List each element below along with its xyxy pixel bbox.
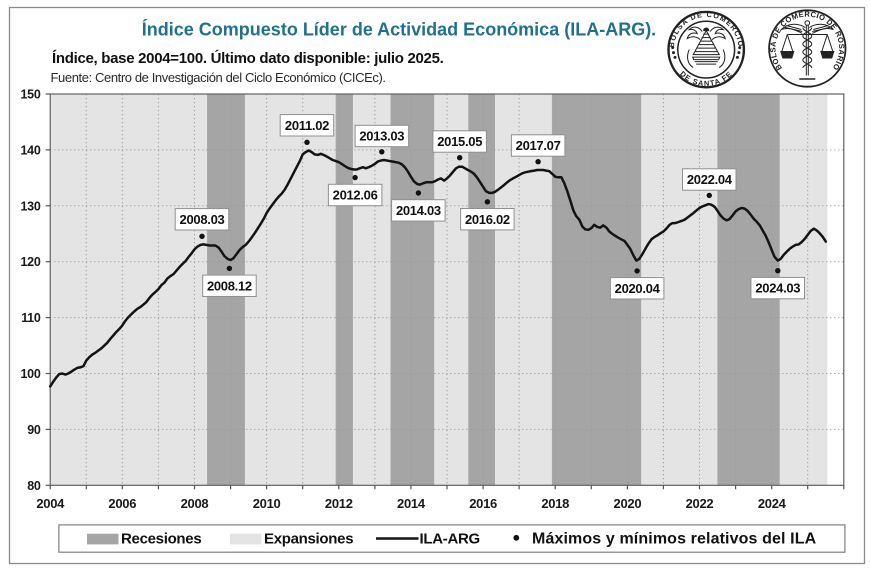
svg-text:2017.07: 2017.07 [516, 138, 561, 153]
svg-text:Fuente: Centro de Investigació: Fuente: Centro de Investigación del Cicl… [51, 70, 386, 85]
svg-text:2012: 2012 [325, 496, 353, 511]
svg-text:Índice, base 2004=100. Último: Índice, base 2004=100. Último dato dispo… [52, 49, 444, 67]
svg-text:Expansiones: Expansiones [264, 531, 353, 548]
svg-text:80: 80 [27, 479, 41, 493]
svg-text:2018: 2018 [541, 496, 569, 511]
svg-text:2024.03: 2024.03 [755, 281, 800, 296]
svg-text:2012.06: 2012.06 [333, 188, 378, 203]
svg-text:2024: 2024 [758, 496, 787, 511]
svg-text:2022.04: 2022.04 [687, 172, 733, 187]
svg-text:100: 100 [21, 367, 41, 381]
svg-text:90: 90 [27, 423, 41, 437]
svg-text:2014.03: 2014.03 [396, 203, 441, 218]
svg-text:2008: 2008 [181, 496, 209, 511]
svg-text:150: 150 [21, 88, 41, 102]
svg-text:Recesiones: Recesiones [121, 531, 201, 548]
svg-text:2006: 2006 [108, 496, 136, 511]
svg-text:2016: 2016 [469, 496, 497, 511]
svg-text:2011.02: 2011.02 [285, 118, 329, 133]
svg-text:ILA-ARG: ILA-ARG [420, 531, 480, 548]
svg-text:2010: 2010 [253, 496, 281, 511]
svg-text:2008.12: 2008.12 [207, 278, 252, 293]
svg-text:2016.02: 2016.02 [465, 212, 510, 227]
svg-text:140: 140 [21, 143, 41, 157]
svg-text:120: 120 [21, 255, 41, 269]
svg-text:2004: 2004 [36, 496, 65, 511]
svg-text:Máximos y mínimos relativos de: Máximos y mínimos relativos del ILA [532, 531, 817, 548]
svg-text:2022: 2022 [686, 496, 714, 511]
svg-text:2015.05: 2015.05 [437, 134, 482, 149]
svg-text:2020.04: 2020.04 [615, 281, 661, 296]
svg-text:130: 130 [21, 199, 41, 213]
svg-text:2020: 2020 [614, 496, 642, 511]
svg-text:110: 110 [21, 311, 41, 325]
svg-text:2013.03: 2013.03 [359, 129, 404, 144]
svg-text:2008.03: 2008.03 [180, 212, 225, 227]
svg-text:Índice Compuesto Líder de Acti: Índice Compuesto Líder de Actividad Econ… [142, 19, 656, 40]
svg-text:2014: 2014 [397, 496, 426, 511]
